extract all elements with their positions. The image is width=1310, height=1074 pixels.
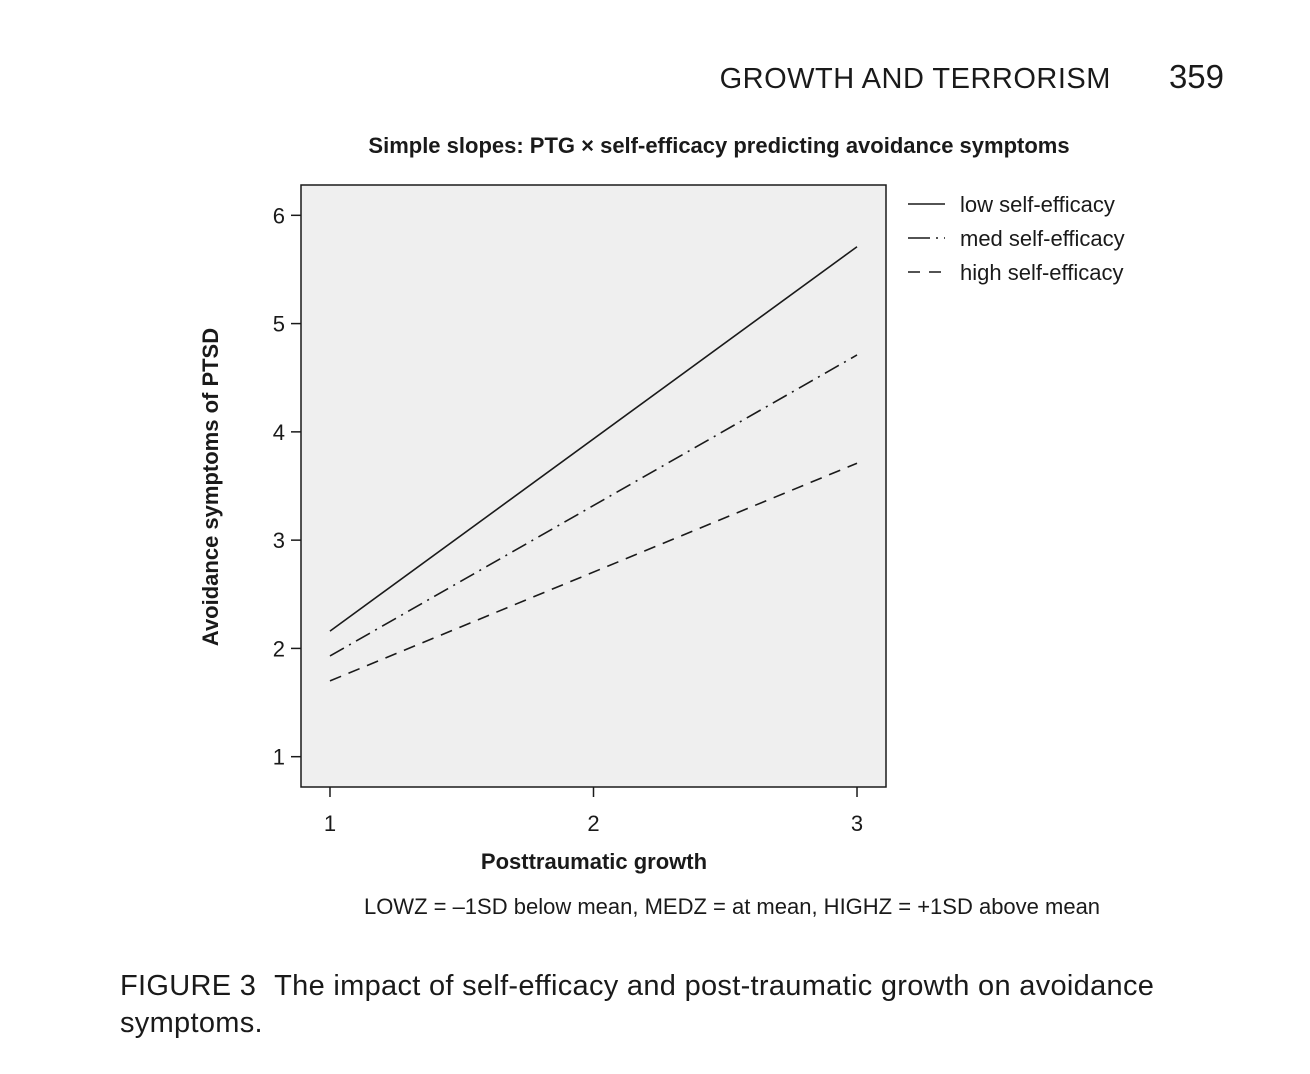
series-lines [329, 246, 858, 682]
figure-label: FIGURE 3 [120, 970, 257, 1002]
running-head: GROWTH AND TERRORISM 359 [720, 58, 1224, 96]
y-tick-label: 1 [273, 745, 285, 770]
plot-area [300, 184, 887, 788]
series-line-2 [329, 354, 858, 657]
series-line-3 [329, 462, 858, 682]
chart-note: LOWZ = –1SD below mean, MEDZ = at mean, … [364, 894, 1100, 919]
y-tick-label: 6 [273, 203, 285, 228]
series-line-1 [329, 246, 858, 632]
legend-label: med self-efficacy [960, 226, 1125, 251]
figure-caption-text: The impact of self-efficacy and post-tra… [120, 970, 1155, 1039]
y-tick-label: 3 [273, 528, 285, 553]
page-number: 359 [1168, 58, 1224, 95]
x-axis-label: Posttraumatic growth [481, 849, 707, 874]
y-tick-label: 2 [273, 636, 285, 661]
y-tick-label: 5 [273, 312, 285, 337]
running-title: GROWTH AND TERRORISM [719, 63, 1111, 95]
y-tick-label: 4 [273, 420, 285, 445]
chart-title: Simple slopes: PTG × self-efficacy predi… [368, 133, 1069, 158]
x-axis-ticks: 1 2 3 [324, 787, 863, 836]
legend-label: low self-efficacy [960, 192, 1115, 217]
y-axis-ticks: 1 2 3 4 5 6 [273, 203, 301, 770]
x-tick-label: 2 [587, 811, 599, 836]
x-tick-label: 3 [851, 811, 863, 836]
legend-label: high self-efficacy [960, 260, 1123, 285]
legend: low self-efficacy med self-efficacy high s… [908, 192, 1125, 285]
x-tick-label: 1 [324, 811, 336, 836]
y-axis-label: Avoidance symptoms of PTSD [198, 328, 223, 646]
figure-caption: FIGURE 3 The impact of self-efficacy and … [120, 968, 1230, 1042]
simple-slopes-chart: Simple slopes: PTG × self-efficacy predi… [198, 133, 1125, 919]
